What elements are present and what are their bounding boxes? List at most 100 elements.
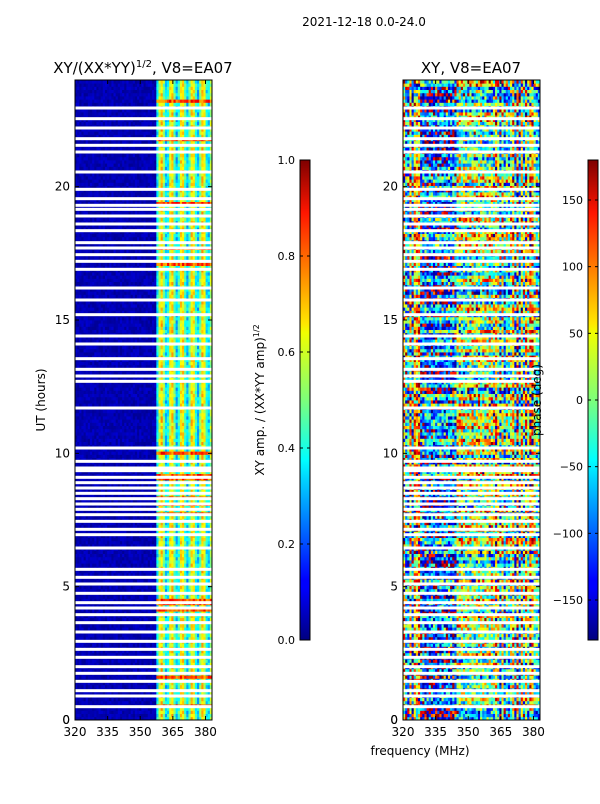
flag-gap xyxy=(75,613,212,616)
flag-gap xyxy=(75,137,212,140)
x-tick-label: 320 xyxy=(392,725,415,739)
flag-gap xyxy=(403,260,540,263)
flag-gap xyxy=(403,375,540,378)
flag-gap xyxy=(75,171,212,174)
flag-gap xyxy=(75,656,212,659)
flag-gap xyxy=(403,107,540,110)
x-tick-label: 365 xyxy=(489,725,512,739)
flag-gap xyxy=(75,705,212,708)
flag-gap xyxy=(75,144,212,147)
colorbar-tick-label: 0.8 xyxy=(278,250,296,263)
flag-gap xyxy=(75,368,212,371)
flag-gap xyxy=(75,241,212,244)
flag-gap xyxy=(403,137,540,140)
colorbar-tick-label: 100 xyxy=(562,261,583,274)
flag-gap xyxy=(75,127,212,130)
flag-gap xyxy=(75,375,212,378)
flag-gap xyxy=(75,287,212,290)
colorbar-tick-label: −50 xyxy=(560,461,583,474)
flag-gap xyxy=(403,665,540,668)
flag-gap xyxy=(75,481,212,484)
amplitude-heatmap xyxy=(75,80,212,720)
flag-gap xyxy=(403,299,540,302)
flag-gap xyxy=(75,407,212,410)
flag-gap xyxy=(403,151,540,154)
x-tick-label: 380 xyxy=(522,725,545,739)
flag-gap xyxy=(403,343,540,346)
flag-gap xyxy=(75,335,212,338)
flag-gap xyxy=(75,117,212,120)
flag-gap xyxy=(75,672,212,675)
flag-gap xyxy=(75,223,212,226)
flag-gap xyxy=(403,247,540,250)
flag-gap xyxy=(75,648,212,651)
flag-gap xyxy=(403,497,540,500)
amplitude-colorbar-label: XY amp. / (XX*YY amp)1/2 xyxy=(252,324,267,475)
flag-gap xyxy=(403,613,540,616)
figure-canvas: 2021-12-18 0.0-24.0 XY/(XX*YY)1/2, V8=EA… xyxy=(0,0,600,800)
flag-gap xyxy=(75,497,212,500)
flag-gap xyxy=(403,204,540,207)
flag-gap xyxy=(403,208,540,211)
flag-gap xyxy=(403,144,540,147)
x-tick-label: 365 xyxy=(161,725,184,739)
flag-gap xyxy=(75,568,212,571)
amplitude-colorbar: 0.00.20.40.60.81.0 XY amp. / (XX*YY amp)… xyxy=(252,154,310,647)
flag-gap xyxy=(403,487,540,490)
flag-gap xyxy=(403,476,540,479)
x-tick-label: 335 xyxy=(424,725,447,739)
colorbar-tick-label: 50 xyxy=(569,327,583,340)
y-tick-label: 10 xyxy=(55,446,70,460)
flag-gap xyxy=(75,247,212,250)
flag-gap xyxy=(403,689,540,692)
flag-gap xyxy=(75,460,212,463)
flag-gap xyxy=(403,253,540,256)
flag-gap xyxy=(403,583,540,586)
flag-gap xyxy=(75,528,212,531)
flag-gap xyxy=(75,640,212,643)
flag-gap xyxy=(75,508,212,511)
flag-gap xyxy=(75,665,212,668)
flag-gap xyxy=(403,407,540,410)
flag-gap xyxy=(403,460,540,463)
amplitude-colorbar-gradient xyxy=(300,160,310,640)
flag-gap xyxy=(403,503,540,506)
flag-gap xyxy=(403,287,540,290)
y-tick-label: 15 xyxy=(55,313,70,327)
flag-gap xyxy=(403,447,540,450)
flag-gap xyxy=(403,533,540,536)
y-tick-label: 10 xyxy=(383,446,398,460)
x-tick-label: 350 xyxy=(129,725,152,739)
colorbar-tick-label: 1.0 xyxy=(278,154,296,167)
figure-suptitle: 2021-12-18 0.0-24.0 xyxy=(302,15,426,29)
flag-gap xyxy=(403,127,540,130)
phase-colorbar-label: phase (deg) xyxy=(530,364,544,436)
flag-gap xyxy=(403,508,540,511)
flag-gap xyxy=(403,695,540,698)
flag-gap xyxy=(75,260,212,263)
flag-gap xyxy=(75,592,212,595)
flag-gap xyxy=(75,631,212,634)
flag-gap xyxy=(403,171,540,174)
flag-gap xyxy=(403,680,540,683)
flag-gap xyxy=(403,197,540,200)
flag-gap xyxy=(75,380,212,383)
flag-gap xyxy=(403,631,540,634)
x-tick-label: 350 xyxy=(457,725,480,739)
flag-gap xyxy=(75,520,212,523)
flag-gap xyxy=(403,601,540,604)
colorbar-tick-label: 0.0 xyxy=(278,634,296,647)
flag-gap xyxy=(75,469,212,472)
flag-gap xyxy=(403,640,540,643)
flag-gap xyxy=(75,229,212,232)
flag-gap xyxy=(75,467,212,470)
flag-gap xyxy=(403,223,540,226)
flag-gap xyxy=(75,299,212,302)
flag-gap xyxy=(75,621,212,624)
colorbar-tick-label: 150 xyxy=(562,194,583,207)
flag-gap xyxy=(403,188,540,191)
y-tick-label: 15 xyxy=(383,313,398,327)
flag-gap xyxy=(75,268,212,271)
flag-gap xyxy=(403,648,540,651)
